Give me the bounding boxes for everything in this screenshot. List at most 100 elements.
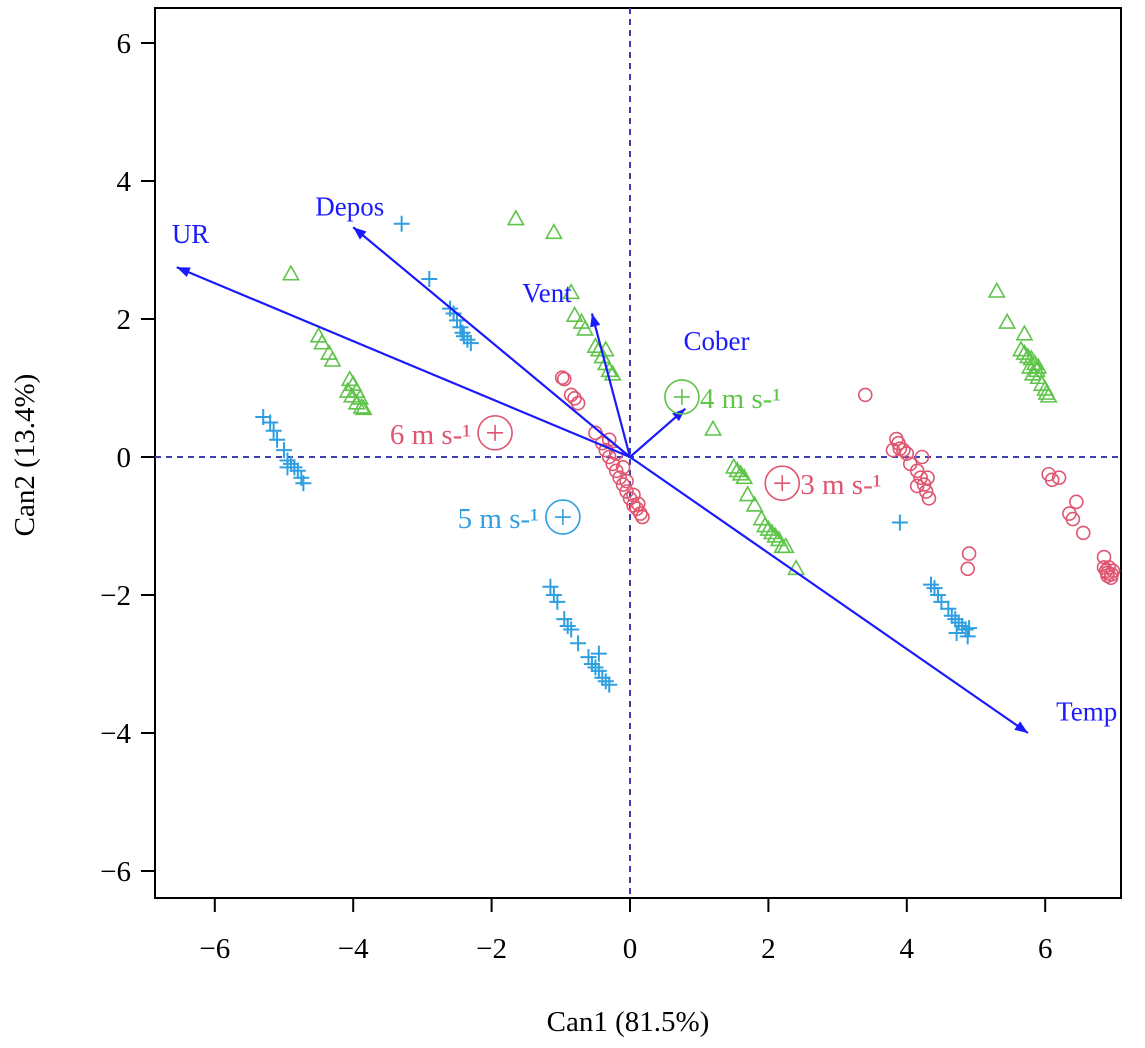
data-point-triangle: [787, 559, 806, 576]
data-point-circle: [615, 477, 631, 492]
data-point-plus: [959, 628, 976, 645]
x-tick-label: 6: [1038, 933, 1053, 965]
data-point-plus: [445, 305, 462, 322]
data-point-plus: [601, 676, 618, 693]
data-point-triangle: [281, 264, 300, 281]
data-point-triangle: [998, 312, 1017, 329]
data-point-plus: [587, 659, 604, 676]
data-point-circle: [612, 470, 627, 486]
data-point-plus: [542, 578, 559, 595]
data-point-circle: [1101, 560, 1117, 575]
y-axis-title: Can2 (13.4%): [9, 374, 41, 537]
data-point-circle: [601, 449, 617, 465]
data-point-circle: [1075, 525, 1091, 541]
data-point-circle: [913, 470, 928, 486]
centroid-label: 6 m s-¹: [390, 419, 471, 451]
data-point-circle: [1100, 565, 1115, 581]
data-point-triangle: [565, 305, 584, 322]
data-point-plus: [269, 431, 286, 448]
data-point-triangle: [1039, 386, 1058, 403]
centroid-circle: [764, 465, 801, 502]
data-point-plus: [556, 611, 573, 628]
data-point-plus: [262, 414, 279, 431]
centroid-plus: [554, 509, 571, 526]
data-point-circle: [914, 449, 930, 465]
data-point-circle: [909, 478, 925, 494]
vector-label-vent: Vent: [522, 278, 572, 308]
x-tick-label: 2: [761, 933, 776, 965]
data-point-plus: [891, 514, 908, 531]
data-point-circle: [563, 387, 579, 403]
data-point-plus: [295, 475, 312, 492]
data-point-circle: [1044, 472, 1060, 488]
vector-label-cober: Cober: [684, 326, 750, 356]
centroid-circle: [545, 499, 581, 535]
vector-vent: [590, 313, 632, 458]
data-point-circle: [909, 463, 925, 479]
data-point-circle: [1065, 511, 1081, 527]
data-point-plus: [289, 462, 306, 479]
data-point-plus: [590, 662, 607, 679]
centroid-label: 4 m s-¹: [700, 383, 781, 415]
data-point-triangle: [735, 468, 754, 485]
data-point-plus: [950, 614, 967, 631]
data-point-triangle: [354, 399, 373, 416]
data-point-plus: [929, 587, 946, 603]
y-tick-label: 4: [117, 166, 132, 198]
data-point-plus: [590, 645, 607, 662]
data-point-circle: [1069, 494, 1084, 510]
data-point-circle: [570, 395, 586, 411]
vector-arrowhead: [1014, 721, 1028, 733]
data-point-triangle: [762, 523, 781, 540]
data-point-triangle: [724, 457, 743, 474]
y-tick-label: 2: [117, 304, 132, 336]
scatter-points: [255, 209, 1121, 693]
y-tick-label: −6: [100, 856, 131, 888]
data-point-plus: [940, 600, 957, 617]
data-point-triangle: [776, 537, 795, 554]
data-point-plus: [580, 649, 597, 666]
data-point-triangle: [987, 281, 1006, 298]
data-point-circle: [920, 470, 935, 486]
vector-label-depos: Depos: [315, 192, 384, 222]
vector-arrowhead: [176, 267, 191, 278]
data-point-circle: [633, 506, 648, 521]
data-point-circle: [916, 477, 932, 492]
data-point-triangle: [1012, 340, 1030, 357]
data-point-plus: [462, 335, 479, 352]
centroid-circle: [664, 379, 700, 415]
data-point-triangle: [728, 461, 747, 478]
data-point-plus: [455, 328, 472, 345]
data-point-circle: [554, 370, 570, 385]
x-tick-label: −6: [199, 933, 230, 965]
data-point-triangle: [755, 516, 774, 533]
data-point-plus: [594, 669, 611, 686]
data-point-triangle: [1015, 343, 1034, 360]
data-point-circle: [608, 463, 624, 479]
data-point-plus: [549, 593, 566, 610]
centroid-plus: [774, 475, 791, 492]
data-point-triangle: [562, 283, 581, 300]
data-point-triangle: [1029, 357, 1048, 374]
data-point-triangle: [603, 364, 622, 381]
x-tick-label: 0: [623, 933, 638, 965]
vector-temp: [629, 456, 1029, 734]
x-tick-label: −2: [476, 933, 507, 965]
data-point-circle: [857, 387, 873, 403]
data-point-plus: [276, 442, 292, 459]
vector-arrowhead: [590, 313, 601, 328]
vector-depos: [352, 226, 631, 458]
data-point-triangle: [745, 495, 764, 512]
y-tick-label: −2: [100, 580, 131, 612]
vector-label-ur: UR: [172, 219, 210, 249]
data-point-triangle: [342, 386, 361, 403]
x-tick-label: −4: [338, 933, 369, 965]
data-point-plus: [926, 580, 943, 597]
data-point-circle: [567, 391, 582, 406]
data-point-triangle: [766, 526, 785, 543]
data-point-plus: [570, 635, 587, 652]
data-point-triangle: [544, 223, 563, 240]
group-centroids: 3 m s-¹ 4 m s-¹ 5 m s-¹ 6 m s-¹: [390, 379, 881, 535]
y-tick-label: 6: [117, 28, 132, 60]
vector-ur: [176, 266, 631, 459]
